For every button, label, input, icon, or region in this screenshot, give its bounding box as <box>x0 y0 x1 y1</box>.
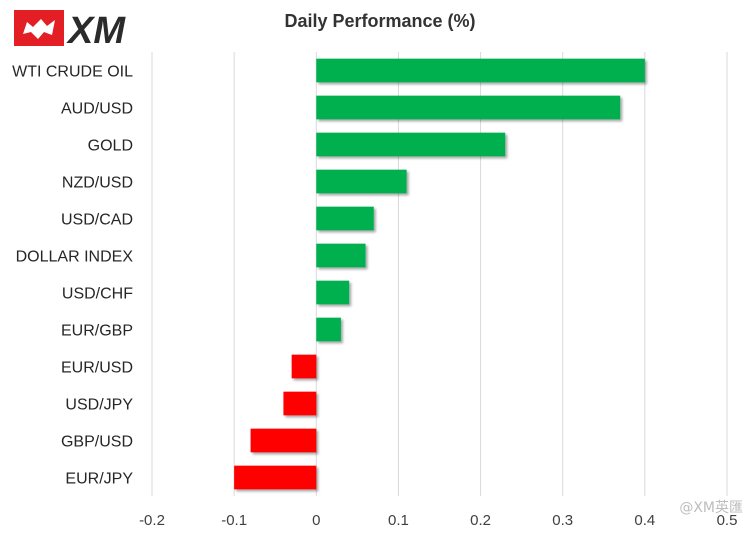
x-tick-label: -0.2 <box>139 512 165 529</box>
x-tick-labels: -0.2 -0.1 0 0.1 0.2 0.3 0.4 0.5 <box>139 512 737 529</box>
bar-usd-cad <box>316 206 374 231</box>
x-tick-label: 0.5 <box>717 512 738 529</box>
category-label: GOLD <box>88 138 133 155</box>
category-label: DOLLAR INDEX <box>16 249 134 266</box>
bar-nzd-usd <box>316 169 407 194</box>
x-tick-label: 0.3 <box>552 512 573 529</box>
x-tick-label: -0.1 <box>221 512 247 529</box>
bar-eur-usd <box>291 354 317 379</box>
chart-title: Daily Performance (%) <box>284 11 476 31</box>
x-tick-label: 0.4 <box>634 512 655 529</box>
category-labels: WTI CRUDE OIL AUD/USD GOLD NZD/USD USD/CAD DO… <box>12 64 133 488</box>
gridlines <box>151 52 728 496</box>
category-label: USD/CHF <box>62 286 133 303</box>
category-label: EUR/USD <box>61 360 133 377</box>
bar-usd-chf <box>316 280 350 305</box>
logo-text: XM <box>66 10 126 48</box>
category-label: WTI CRUDE OIL <box>12 64 133 81</box>
bar-wti-crude-oil <box>316 58 645 83</box>
bar-dollar-index <box>316 243 366 268</box>
category-label: AUD/USD <box>61 101 133 118</box>
x-tick-label: 0.1 <box>388 512 409 529</box>
bar-gold <box>316 132 506 157</box>
bar-gbp-usd <box>250 428 317 453</box>
x-tick-label: 0.2 <box>470 512 491 529</box>
x-tick-label: 0 <box>312 512 320 529</box>
category-label: EUR/JPY <box>65 471 133 488</box>
xm-logo: XM <box>14 10 126 48</box>
category-label: NZD/USD <box>62 175 133 192</box>
bull-icon <box>23 19 55 39</box>
category-label: GBP/USD <box>61 434 133 451</box>
category-label: USD/JPY <box>65 397 133 414</box>
bar-usd-jpy <box>283 391 317 416</box>
bar-eur-jpy <box>234 465 317 490</box>
category-label: EUR/GBP <box>61 323 133 340</box>
bars <box>234 58 645 490</box>
bar-eur-gbp <box>316 317 341 342</box>
watermark: @XM英匯 <box>679 500 743 516</box>
category-label: USD/CAD <box>61 212 133 229</box>
bar-aud-usd <box>316 95 621 120</box>
